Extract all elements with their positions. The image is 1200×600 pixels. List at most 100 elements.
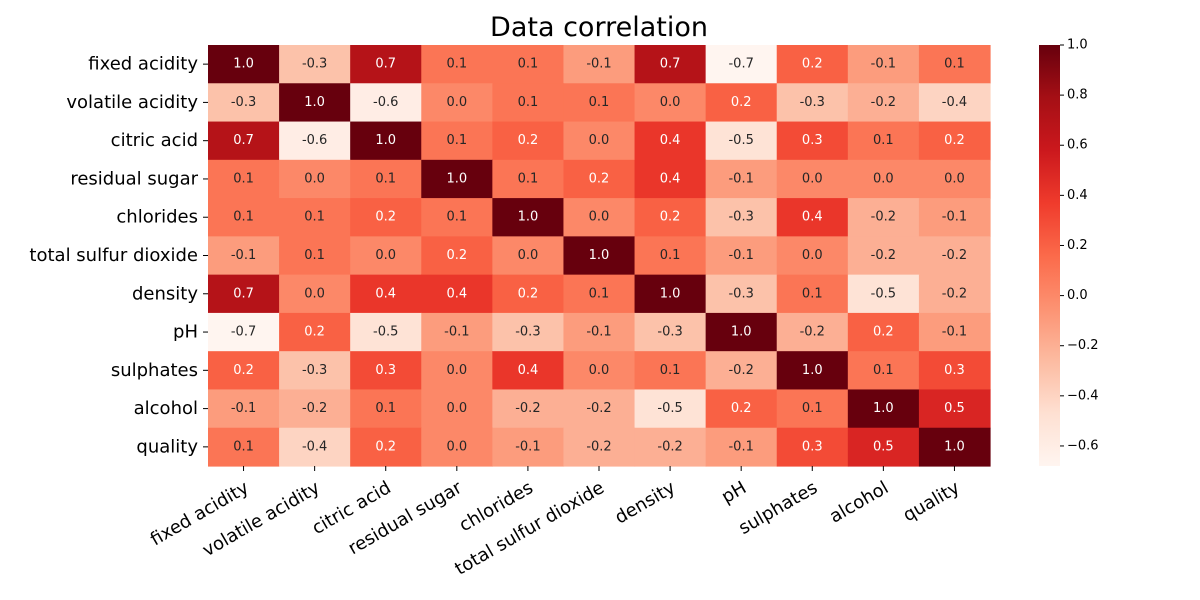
heatmap-cell: [918, 312, 991, 352]
heatmap-value-label: 0.0: [802, 171, 823, 186]
heatmap-value-label: 0.0: [589, 210, 610, 225]
heatmap-value-label: 0.2: [802, 57, 823, 72]
heatmap-value-label: -0.2: [515, 401, 540, 416]
heatmap-value-label: -0.6: [302, 133, 327, 148]
heatmap-cell: [634, 121, 707, 161]
heatmap-value-label: -0.2: [728, 363, 753, 378]
heatmap-value-label: 0.1: [446, 210, 467, 225]
heatmap-cell: [279, 351, 351, 391]
heatmap-cell: [705, 351, 778, 391]
heatmap-cell: [492, 312, 565, 352]
heatmap-value-label: 0.1: [660, 363, 681, 378]
heatmap-value-label: 1.0: [446, 171, 467, 186]
heatmap-cell: [208, 312, 280, 352]
heatmap-cell: [776, 389, 849, 429]
heatmap-value-label: 0.0: [446, 439, 467, 454]
x-tick-label: pH: [718, 477, 750, 508]
heatmap-cell: [279, 198, 351, 237]
heatmap-value-label: 0.4: [660, 133, 681, 148]
y-tick-label: volatile acidity: [66, 92, 198, 113]
heatmap-cell: [563, 236, 636, 276]
heatmap-value-label: -0.3: [302, 57, 327, 72]
heatmap-value-label: -0.5: [871, 286, 896, 301]
heatmap-value-label: 0.3: [802, 439, 823, 454]
heatmap-value-label: 0.0: [660, 95, 681, 110]
heatmap-cell: [421, 351, 493, 391]
heatmap-value-label: 1.0: [802, 363, 823, 378]
heatmap-cell: [350, 45, 422, 84]
heatmap-value-label: 0.1: [304, 210, 325, 225]
heatmap-cell: [208, 274, 280, 314]
heatmap-cell: [847, 198, 920, 237]
heatmap-cell: [634, 159, 707, 199]
colorbar-tick-label: −0.2: [1067, 338, 1099, 353]
y-tick-label: sulphates: [111, 360, 198, 381]
heatmap-value-label: 0.2: [873, 325, 894, 340]
heatmap-value-label: -0.5: [728, 133, 753, 148]
heatmap-cell: [421, 274, 493, 314]
heatmap-cell: [208, 236, 280, 276]
heatmap-cell: [350, 236, 422, 276]
heatmap-cell: [492, 351, 565, 391]
heatmap-cell: [208, 427, 280, 467]
heatmap-cell: [634, 312, 707, 352]
heatmap-value-label: 1.0: [873, 401, 894, 416]
heatmap-value-label: 0.1: [518, 171, 539, 186]
heatmap-value-label: -0.2: [942, 248, 967, 263]
heatmap-value-label: -0.1: [942, 325, 967, 340]
heatmap-value-label: -0.2: [302, 401, 327, 416]
heatmap-value-label: -0.3: [728, 286, 753, 301]
heatmap-value-label: 0.0: [518, 248, 539, 263]
heatmap-cell: [492, 198, 565, 237]
heatmap-value-label: 0.0: [304, 171, 325, 186]
heatmap-value-label: 0.1: [518, 57, 539, 72]
heatmap-value-label: 0.0: [304, 286, 325, 301]
heatmap-cell: [776, 121, 849, 161]
heatmap-value-label: -0.3: [728, 210, 753, 225]
heatmap-cell: [705, 83, 778, 123]
heatmap-value-label: 0.1: [873, 363, 894, 378]
heatmap-value-label: 0.2: [731, 401, 752, 416]
heatmap-cell: [350, 312, 422, 352]
heatmap-value-label: 0.1: [802, 286, 823, 301]
heatmap-value-label: 1.0: [518, 210, 539, 225]
colorbar-tick-label: 0.4: [1067, 188, 1088, 203]
colorbar-tick-label: 0.8: [1067, 88, 1088, 103]
chart-title: Data correlation: [490, 12, 708, 43]
colorbar-tick-label: −0.6: [1067, 438, 1099, 453]
heatmap-value-label: 0.7: [375, 57, 396, 72]
heatmap-cell: [918, 236, 991, 276]
heatmap-value-label: -0.7: [231, 325, 256, 340]
heatmap-cell: [563, 351, 636, 391]
heatmap-cell: [776, 312, 849, 352]
heatmap-cell: [918, 83, 991, 123]
heatmap-cell: [705, 159, 778, 199]
x-tick-label: sulphates: [735, 477, 821, 539]
heatmap-value-label: 0.1: [518, 95, 539, 110]
heatmap-cell: [847, 351, 920, 391]
heatmap-value-label: 0.0: [446, 95, 467, 110]
heatmap-value-label: -0.2: [871, 95, 896, 110]
heatmap-value-label: 1.0: [304, 95, 325, 110]
heatmap-cell: [847, 236, 920, 276]
heatmap-value-label: 1.0: [233, 57, 254, 72]
heatmap-cell: [918, 427, 991, 467]
heatmap-value-label: -0.3: [302, 363, 327, 378]
heatmap-value-label: -0.5: [657, 401, 682, 416]
heatmap-value-label: -0.1: [586, 57, 611, 72]
heatmap-cell: [492, 427, 565, 467]
heatmap-value-label: -0.1: [231, 248, 256, 263]
heatmap-value-label: -0.7: [728, 57, 753, 72]
y-tick-label: pH: [173, 322, 198, 343]
heatmap-cell: [918, 274, 991, 314]
heatmap-value-label: 1.0: [589, 248, 610, 263]
heatmap-cell: [350, 83, 422, 123]
y-tick-label: residual sugar: [70, 168, 198, 189]
heatmap-cell: [634, 427, 707, 467]
heatmap-cell: [776, 198, 849, 237]
heatmap-value-label: -0.1: [728, 171, 753, 186]
heatmap-value-label: -0.2: [586, 401, 611, 416]
heatmap-cell: [279, 45, 351, 84]
heatmap-value-label: 0.1: [944, 57, 965, 72]
